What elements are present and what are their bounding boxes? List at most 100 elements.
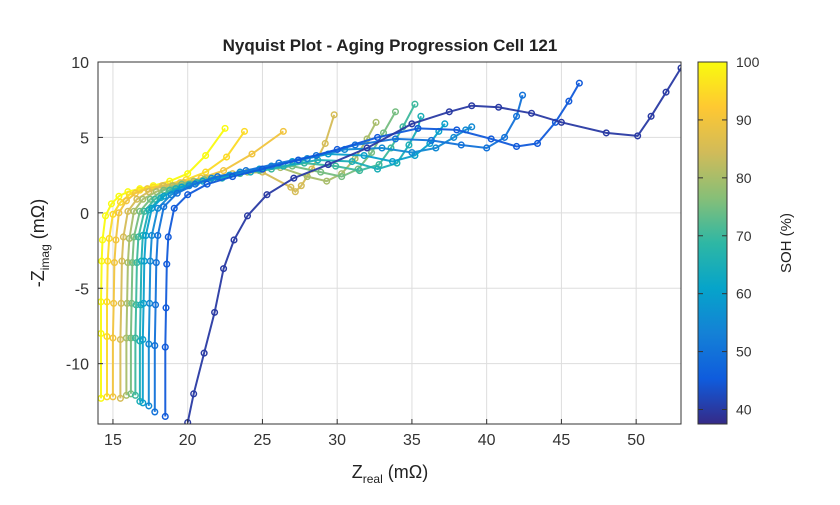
- y-axis-label: -Zimag (mΩ): [28, 199, 52, 287]
- x-tick-label: 50: [627, 432, 645, 449]
- data-point: [258, 165, 266, 173]
- data-point: [116, 394, 124, 402]
- series-line: [153, 94, 524, 412]
- data-point: [294, 156, 302, 164]
- data-point: [107, 200, 116, 208]
- data-point: [453, 126, 461, 134]
- data-point: [104, 257, 112, 265]
- data-point: [373, 165, 382, 173]
- data-point: [405, 141, 413, 149]
- data-point: [527, 109, 536, 117]
- data-point: [338, 173, 346, 181]
- data-point: [330, 111, 338, 119]
- colorbar-tick-label: 100: [736, 54, 760, 70]
- data-point: [279, 127, 287, 135]
- x-tick-label: 35: [403, 432, 421, 449]
- series-group: [98, 64, 681, 424]
- y-tick-label: 5: [80, 130, 89, 147]
- data-point: [575, 79, 583, 87]
- data-point: [297, 182, 305, 190]
- series-line: [164, 82, 581, 417]
- data-point: [647, 112, 655, 120]
- x-axis-ticks: 15 20 25 30 35 40 45 50: [104, 419, 645, 449]
- series-line: [125, 121, 377, 396]
- data-point: [170, 204, 178, 212]
- data-point: [161, 343, 169, 351]
- data-point: [163, 260, 171, 268]
- data-point: [360, 151, 368, 160]
- x-tick-label: 45: [553, 432, 571, 449]
- data-point: [136, 207, 144, 215]
- data-point: [391, 108, 400, 116]
- data-point: [450, 133, 458, 141]
- data-point: [220, 167, 228, 175]
- data-point: [324, 161, 332, 169]
- y-axis-label-sub: imag: [38, 244, 52, 270]
- data-point: [211, 308, 219, 316]
- data-point: [388, 158, 397, 166]
- colorbar-tick-label: 50: [736, 344, 752, 360]
- data-point: [372, 118, 380, 126]
- data-point: [145, 402, 153, 410]
- data-point: [378, 144, 386, 152]
- y-axis-label-unit: (mΩ): [28, 199, 48, 244]
- x-axis-label-unit: (mΩ): [383, 462, 428, 482]
- colorbar-tick-label: 90: [736, 112, 752, 128]
- data-point: [151, 408, 159, 416]
- data-point: [487, 135, 495, 143]
- data-point: [248, 150, 256, 158]
- data-point: [468, 102, 476, 110]
- series-soh-40: [184, 64, 681, 424]
- data-point: [184, 191, 192, 199]
- colorbar-label: SOH (%): [778, 213, 795, 273]
- data-point: [602, 129, 610, 137]
- x-axis-label-main: Z: [352, 462, 363, 482]
- data-point: [363, 144, 371, 152]
- data-point: [191, 180, 199, 188]
- data-point: [662, 88, 670, 96]
- data-point: [139, 195, 147, 203]
- y-tick-label: 0: [80, 206, 89, 223]
- series-soh-90: [109, 127, 287, 401]
- data-point: [115, 192, 123, 200]
- data-point: [501, 133, 509, 141]
- data-point: [291, 188, 299, 196]
- colorbar: [697, 61, 728, 425]
- colorbar-tick-label: 70: [736, 228, 752, 244]
- data-point: [565, 97, 573, 105]
- data-point: [263, 191, 271, 199]
- data-point: [184, 170, 192, 178]
- data-point: [139, 335, 147, 344]
- data-point: [321, 139, 329, 147]
- data-point: [287, 183, 295, 191]
- series-line: [129, 111, 397, 394]
- data-point: [122, 197, 130, 205]
- data-point: [411, 100, 419, 108]
- data-point: [131, 189, 139, 197]
- data-point: [533, 139, 542, 147]
- data-point: [124, 259, 132, 267]
- colorbar-tick-label: 60: [736, 286, 752, 302]
- y-tick-label: -5: [75, 281, 89, 298]
- data-point: [152, 301, 160, 309]
- data-point: [110, 299, 118, 307]
- grid: [98, 61, 681, 424]
- data-point: [223, 153, 231, 161]
- series-line: [111, 130, 284, 397]
- data-point: [109, 334, 117, 342]
- data-point: [115, 209, 123, 217]
- series-soh-60: [139, 120, 449, 407]
- data-point: [151, 342, 159, 350]
- data-point: [161, 412, 169, 421]
- data-point: [122, 334, 130, 342]
- data-point: [408, 120, 416, 128]
- data-point: [348, 158, 356, 166]
- data-point: [356, 167, 364, 175]
- colorbar-ticks: 100 90 80 70 60 50 40: [698, 54, 760, 418]
- data-point: [513, 142, 521, 151]
- data-point: [427, 136, 435, 144]
- x-tick-label: 40: [478, 432, 496, 449]
- data-point: [290, 174, 298, 182]
- data-point: [240, 127, 249, 135]
- data-point: [221, 124, 229, 132]
